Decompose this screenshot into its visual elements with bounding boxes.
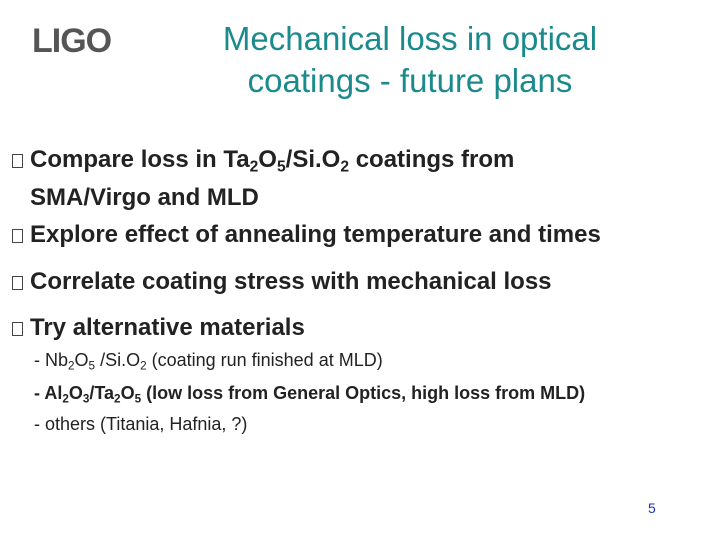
subscript: 2 [340, 158, 350, 176]
subscript: 2 [62, 392, 69, 406]
subscript: 2 [114, 392, 121, 406]
page-number: 5 [648, 500, 656, 516]
sub-item: - others (Titania, Hafnia, ?) [34, 414, 247, 435]
text-run: - Al [34, 383, 63, 403]
subscript: 2 [68, 359, 75, 373]
bullet-marker [12, 276, 23, 290]
sub-item: - Al2O3/Ta2O5 (low loss from General Opt… [34, 383, 585, 406]
title-line: coatings - future plans [247, 62, 573, 99]
logo: LIGO [32, 22, 112, 60]
text-run: (low loss from General Optics, high loss… [141, 383, 586, 403]
text-run: O [120, 383, 135, 403]
text-run: - Nb [34, 350, 69, 370]
text-run: O [68, 383, 83, 403]
bullet-line: Compare loss in Ta2O5/Si.O2 coatings fro… [30, 145, 514, 183]
text-run: O [74, 350, 89, 370]
subscript: 3 [82, 392, 90, 406]
title-line: Mechanical loss in optical [222, 20, 598, 57]
bullet-marker [12, 322, 23, 336]
text-run: SMA/Virgo and MLD [30, 183, 259, 211]
bullet-line: Explore effect of annealing temperature … [30, 220, 601, 250]
text-run: Compare loss in Ta [30, 146, 250, 173]
bullet: Correlate coating stress with mechanical… [12, 267, 552, 297]
bullet: Try alternative materials [12, 313, 305, 343]
subscript: 5 [134, 392, 142, 406]
text-run: /Si.O [285, 146, 341, 173]
bullet: Explore effect of annealing temperature … [12, 220, 601, 250]
subscript: 5 [88, 359, 96, 373]
subscript: 2 [249, 158, 259, 176]
sub-item: - Nb2O5 /Si.O2 (coating run finished at … [34, 350, 383, 373]
bullet-marker [12, 154, 23, 168]
text-run: Try alternative materials [30, 314, 305, 341]
text-run: (coating run finished at MLD) [146, 350, 383, 370]
text-run: Correlate coating stress with mechanical… [30, 268, 552, 295]
text-run: /Si.O [95, 350, 141, 370]
text-run: - others (Titania, Hafnia, ?) [34, 414, 248, 434]
bullet-marker [12, 229, 23, 243]
subscript: 2 [140, 359, 147, 373]
bullet: Compare loss in Ta2O5/Si.O2 coatings fro… [12, 145, 514, 213]
text-run: coatings from [349, 146, 515, 173]
bullet-line: SMA/Virgo and MLD [30, 183, 514, 213]
text-run: /Ta [89, 383, 115, 403]
text-run: O [258, 146, 277, 173]
bullet-line: Correlate coating stress with mechanical… [30, 267, 552, 297]
text-run: Explore effect of annealing temperature … [30, 221, 601, 248]
subscript: 5 [276, 158, 286, 176]
bullet-line: Try alternative materials [30, 313, 305, 343]
